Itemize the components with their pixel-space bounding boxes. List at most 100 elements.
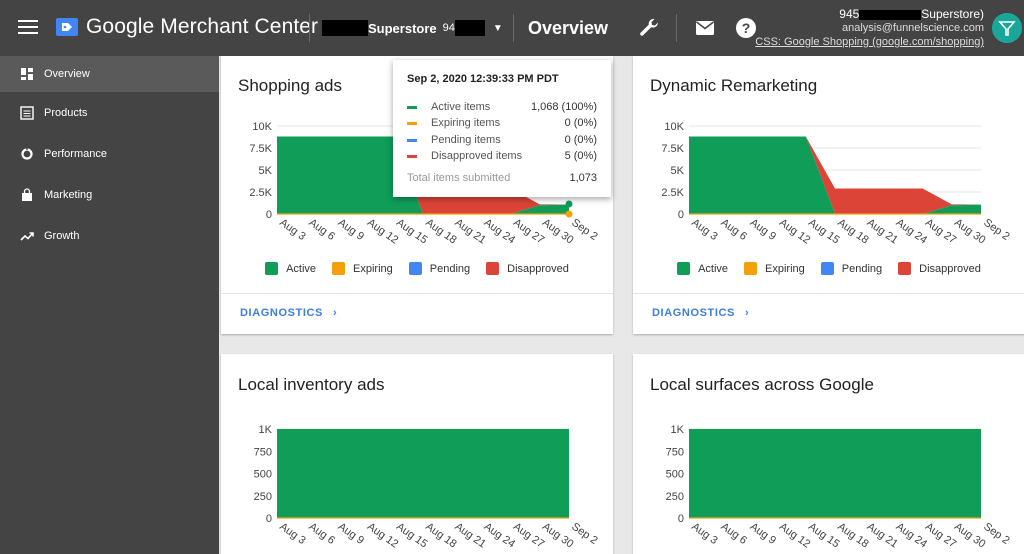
y-tick-label: 750 (254, 446, 272, 458)
legend-item-active[interactable]: Active (677, 262, 728, 275)
chart-legend: Active Expiring Pending Disapproved (633, 262, 1024, 275)
x-tick-label: Aug 30 (952, 521, 987, 551)
y-tick-label: 0 (678, 513, 684, 525)
tooltip-title: Sep 2, 2020 12:39:33 PM PDT (407, 73, 559, 85)
hover-point-expiring (565, 210, 573, 218)
sidebar-item-label: Growth (44, 229, 80, 242)
x-tick-label: Aug 9 (748, 521, 778, 547)
y-tick-label: 250 (254, 491, 272, 503)
series-area-active[interactable] (689, 429, 981, 518)
y-tick-label: 500 (254, 469, 272, 481)
divider (309, 14, 310, 42)
x-tick-label: Aug 6 (718, 521, 748, 547)
y-tick-label: 250 (666, 491, 684, 503)
disapproved-dash (407, 154, 417, 158)
series-area-active[interactable] (689, 136, 981, 214)
y-tick-label: 7.5K (249, 143, 272, 155)
legend-item-pending[interactable]: Pending (408, 262, 470, 275)
x-tick-label: Aug 30 (952, 217, 987, 244)
y-tick-label: 1K (671, 424, 685, 436)
wrench-icon[interactable] (637, 16, 661, 40)
y-tick-label: 5K (259, 165, 273, 177)
legend-item-expiring[interactable]: Expiring (332, 262, 393, 275)
series-area-active[interactable] (277, 429, 569, 518)
x-tick-label: Aug 12 (365, 521, 400, 551)
series-area-disapproved[interactable] (689, 136, 981, 214)
hover-point-active (565, 200, 573, 208)
x-tick-label: Aug 21 (864, 217, 899, 244)
redacted-block (859, 9, 922, 20)
svg-text:?: ? (742, 20, 751, 36)
chevron-down-icon: ▼ (492, 22, 503, 34)
y-tick-label: 0 (678, 209, 684, 221)
legend-item-disapproved[interactable]: Disapproved (486, 262, 569, 275)
y-tick-label: 2.5K (661, 187, 684, 199)
x-tick-label: Aug 27 (511, 217, 546, 244)
divider (633, 293, 1024, 294)
y-tick-label: 2.5K (249, 187, 272, 199)
x-tick-label: Aug 18 (835, 217, 870, 244)
disapproved-swatch (486, 262, 500, 275)
x-tick-label: Aug 15 (806, 521, 841, 551)
tooltip-row-disapproved: Disapproved items 5 (0%) (407, 149, 597, 163)
x-tick-label: Aug 24 (894, 521, 929, 551)
tooltip-row-active: Active items 1,068 (100%) (407, 100, 597, 114)
tooltip-row-pending: Pending items 0 (0%) (407, 133, 597, 147)
main-content: Shopping ads 0 2.5K 5K 7.5K 10K Aug 3 Aug 6 Aug… (219, 56, 1024, 554)
y-tick-label: 750 (666, 446, 684, 458)
legend-item-disapproved[interactable]: Disapproved (898, 262, 981, 275)
bag-icon (22, 187, 32, 201)
tooltip-total: Total items submitted 1,073 (407, 172, 597, 184)
page-title: Overview (528, 18, 609, 38)
help-icon[interactable]: ? (734, 16, 758, 40)
x-tick-label: Aug 27 (511, 521, 546, 551)
diagnostics-link[interactable]: DIAGNOSTICS › (240, 307, 338, 319)
top-app-bar: Google Merchant Center Superstore 94 ▼ O… (0, 0, 1024, 56)
avatar[interactable] (992, 13, 1022, 43)
x-tick-label: Aug 21 (452, 521, 487, 551)
donut-icon (21, 147, 33, 160)
menu-icon[interactable] (16, 16, 40, 40)
y-tick-label: 10K (664, 121, 684, 133)
account-id: 94 (442, 22, 455, 34)
sidebar-item-growth[interactable]: Growth (0, 215, 219, 256)
sidebar-item-label: Overview (44, 68, 90, 80)
account-switcher[interactable]: Superstore 94 ▼ (322, 18, 503, 38)
x-tick-label: Aug 3 (689, 217, 719, 243)
card-local-surfaces: Local surfaces across Google 0 250 500 750 1… (633, 354, 1024, 554)
chevron-right-icon: › (745, 307, 750, 319)
x-tick-label: Aug 24 (482, 217, 517, 244)
diagnostics-link[interactable]: DIAGNOSTICS › (652, 307, 750, 319)
x-tick-label: Aug 15 (806, 217, 841, 244)
mail-icon[interactable] (693, 16, 717, 40)
legend-item-pending[interactable]: Pending (820, 262, 882, 275)
x-tick-label: Aug 15 (394, 217, 429, 244)
x-tick-label: Aug 30 (540, 217, 575, 244)
account-name: Superstore (368, 20, 437, 36)
pending-swatch (408, 262, 422, 275)
legend-item-active[interactable]: Active (265, 262, 316, 275)
account-label: 945 Superstore) (839, 7, 984, 21)
card-title: Shopping ads (238, 76, 342, 95)
series-area-active[interactable] (277, 136, 569, 214)
sidebar-item-overview[interactable]: Overview (0, 56, 219, 92)
expiring-swatch (744, 262, 758, 275)
x-tick-label: Aug 24 (894, 217, 929, 244)
legend-item-expiring[interactable]: Expiring (744, 262, 805, 275)
disapproved-swatch (898, 262, 912, 275)
css-link[interactable]: CSS: Google Shopping (google.com/shoppin… (755, 36, 984, 48)
y-tick-label: 7.5K (661, 143, 684, 155)
x-tick-label: Aug 30 (540, 521, 575, 551)
sidebar-item-products[interactable]: Products (0, 92, 219, 133)
sidebar-item-marketing[interactable]: Marketing (0, 174, 219, 215)
x-tick-label: Aug 12 (777, 217, 812, 244)
x-tick-label: Aug 12 (365, 217, 400, 244)
x-tick-label: Aug 18 (423, 217, 458, 244)
y-tick-label: 500 (666, 469, 684, 481)
sidebar-item-performance[interactable]: Performance (0, 133, 219, 174)
x-tick-label: Aug 3 (277, 217, 307, 243)
pending-swatch (820, 262, 834, 275)
divider (676, 14, 677, 42)
